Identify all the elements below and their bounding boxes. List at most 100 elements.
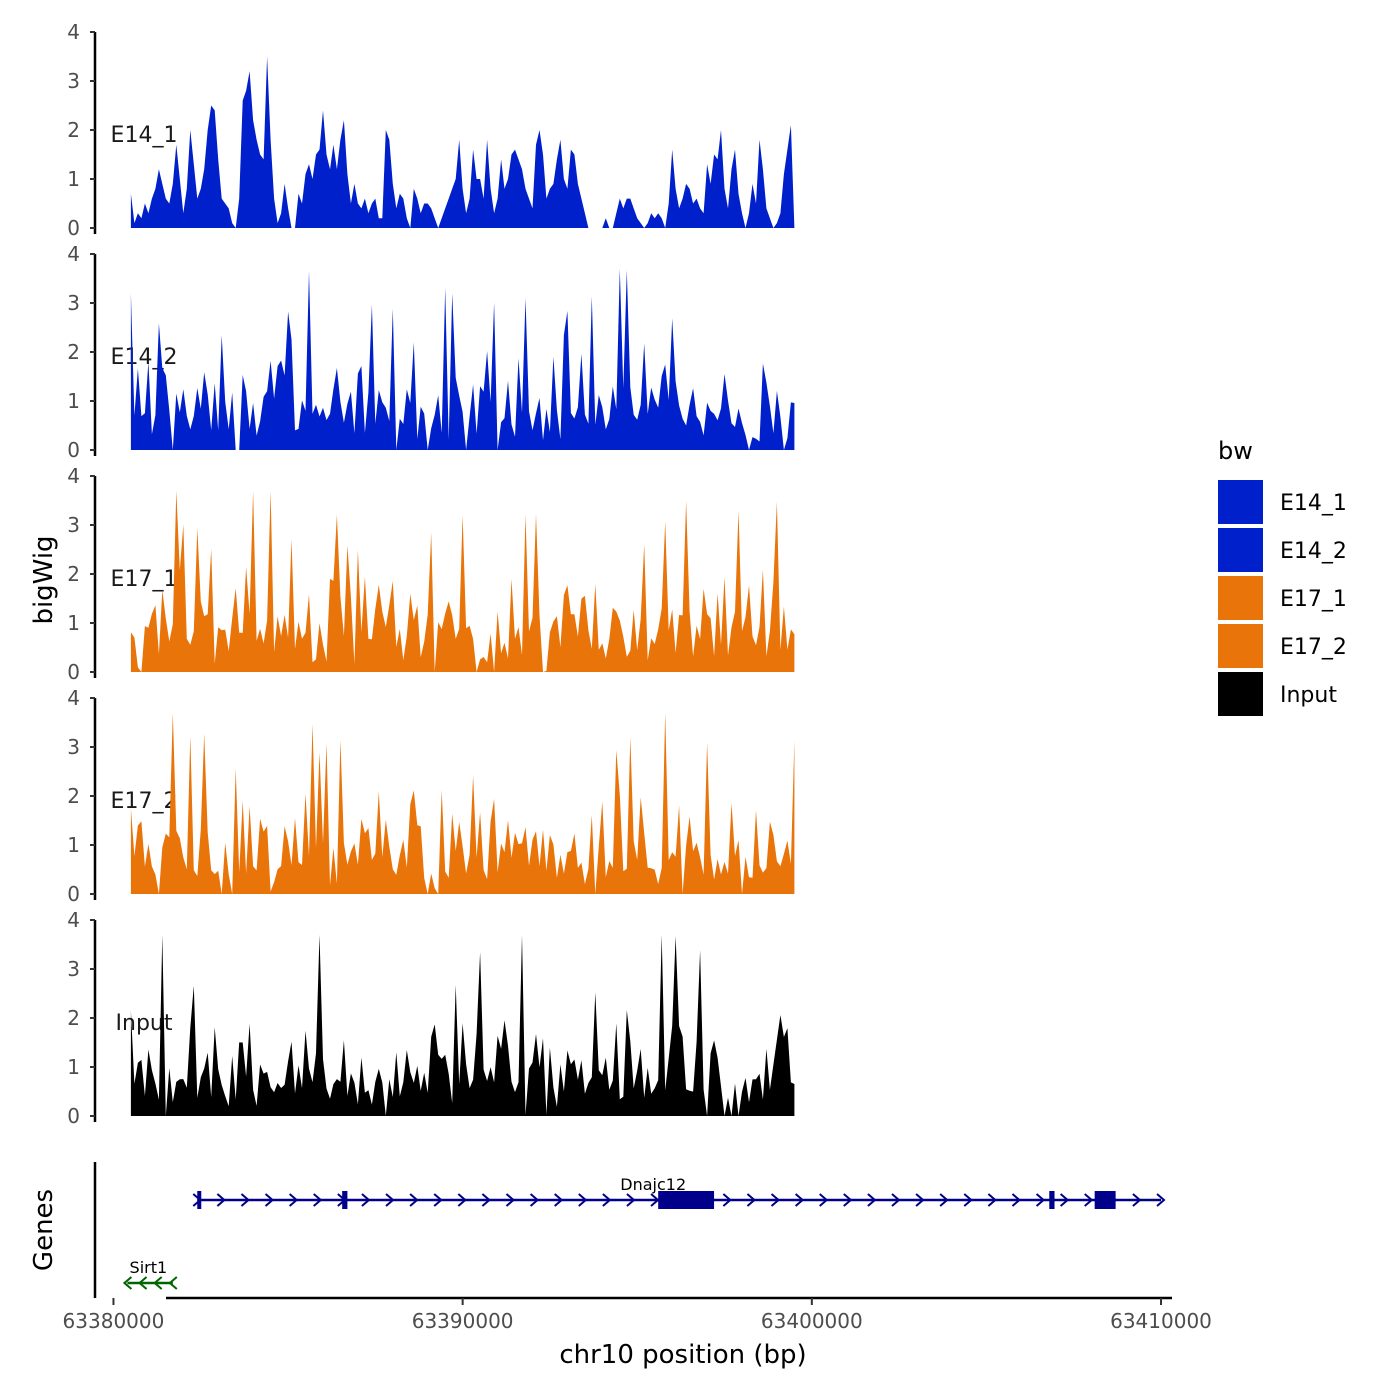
strand-arrow [939,1193,949,1207]
panel-input: 0 1 2 3 4 Input [67,908,795,1128]
coverage-tracks: 0 1 2 3 4 E14_1 0 1 2 3 4 E14_2 0 1 2 3 4 E17_1 0 1 2 3 4 E17_2… [67,20,795,1128]
track-label: E14_1 [111,123,178,148]
y-tick-label: 0 [67,882,80,906]
coverage-area-e17-2 [130,712,795,894]
legend-title: bw [1218,437,1253,465]
strand-arrow [554,1193,564,1207]
strand-arrow [1035,1193,1046,1207]
y-tick-label: 1 [67,389,80,413]
gene-track: Dnajc12 Sirt1 [93,1162,1166,1298]
exon [658,1191,715,1209]
axes: bigWig Genes chr10 position (bp) [29,535,807,1370]
y-tick-label: 3 [67,291,80,315]
track-label: E17_2 [111,789,178,814]
exon [1094,1191,1116,1209]
panel-e17-1: 0 1 2 3 4 E17_1 [67,464,795,684]
strand-arrow [770,1193,781,1207]
y-tick-label: 1 [67,1055,80,1079]
x-tick-label: 63400000 [761,1309,863,1333]
coverage-area-e17-1 [130,490,795,672]
exon [1049,1191,1055,1209]
strand-arrow [722,1193,732,1207]
strand-arrow [168,1276,178,1290]
strand-arrow [867,1193,877,1207]
legend-label: E17_1 [1280,587,1347,612]
strand-arrow [915,1193,925,1207]
x-axis-title: chr10 position (bp) [559,1340,806,1370]
strand-arrow [505,1193,516,1207]
strand-arrow [578,1193,588,1207]
y-tick-label: 1 [67,833,80,857]
strand-arrow [153,1276,163,1290]
y-tick-label: 3 [67,957,80,981]
strand-arrow [602,1193,612,1207]
y-tick-label: 2 [67,784,80,808]
y-tick-label: 0 [67,438,80,462]
strand-arrow [385,1193,395,1207]
strand-arrow [1156,1193,1166,1207]
strand-arrow [288,1193,299,1207]
strand-arrow [1084,1193,1094,1207]
y-tick-label: 2 [67,118,80,142]
panel-e17-2: 0 1 2 3 4 E17_2 [67,686,795,906]
strand-arrow [987,1193,997,1207]
legend-key-e17-2 [1218,624,1263,668]
y-tick-label: 0 [67,660,80,684]
strand-arrow [457,1193,467,1207]
y-tick-label: 0 [67,216,80,240]
strand-arrow [313,1193,323,1207]
legend-key-e14-2 [1218,528,1263,572]
x-axis: 63380000 63390000 63400000 63410000 [63,1296,1212,1333]
y-tick-label: 3 [67,735,80,759]
strand-arrow [264,1193,275,1207]
panel-e14-1: 0 1 2 3 4 E14_1 [67,20,795,240]
gene-sirt1: Sirt1 [122,1258,178,1290]
legend-label: E14_1 [1280,491,1347,516]
y-tick-label: 3 [67,513,80,537]
y-tick-label: 3 [67,69,80,93]
track-label: Input [116,1011,173,1036]
exon [342,1191,348,1209]
legend-label: E14_2 [1280,539,1347,564]
strand-arrow [794,1193,805,1207]
strand-arrow [1132,1193,1142,1207]
strand-arrow [650,1193,660,1207]
legend-key-e17-1 [1218,576,1263,620]
coverage-area-e14-2 [130,268,795,450]
y-tick-label: 1 [67,167,80,191]
y-axis-title: bigWig [29,535,59,624]
strand-arrow [481,1193,491,1207]
strand-arrow [361,1193,371,1207]
strand-arrow [433,1193,443,1207]
strand-arrow [963,1193,973,1207]
strand-arrow [240,1193,250,1207]
y-tick-label: 2 [67,1006,80,1030]
strand-arrow [1059,1193,1070,1207]
strand-arrow [216,1193,226,1207]
panel-e14-2: 0 1 2 3 4 E14_2 [67,242,795,462]
legend: bw E14_1 E14_2 E17_1 E17_2 Input [1218,437,1347,716]
coverage-area-e14-1 [130,56,795,228]
x-tick-label: 63410000 [1110,1309,1212,1333]
strand-arrow [843,1193,853,1207]
y-tick-label: 2 [67,340,80,364]
strand-arrow [819,1193,829,1207]
x-tick-label: 63380000 [63,1309,165,1333]
y-tick-label: 4 [67,20,80,44]
gene-dnajc12: Dnajc12 [192,1175,1166,1209]
strand-arrow [746,1193,756,1207]
legend-key-e14-1 [1218,480,1263,524]
y-tick-label: 4 [67,908,80,932]
legend-label: Input [1280,683,1337,708]
legend-label: E17_2 [1280,635,1347,660]
y-tick-label: 4 [67,686,80,710]
strand-arrow [626,1193,636,1207]
genes-axis-title: Genes [29,1189,59,1271]
gene-label: Sirt1 [130,1258,168,1277]
y-tick-label: 1 [67,611,80,635]
gene-label: Dnajc12 [620,1175,686,1194]
strand-arrow [138,1276,148,1290]
y-tick-label: 2 [67,562,80,586]
strand-arrow [122,1276,133,1290]
y-tick-label: 4 [67,464,80,488]
